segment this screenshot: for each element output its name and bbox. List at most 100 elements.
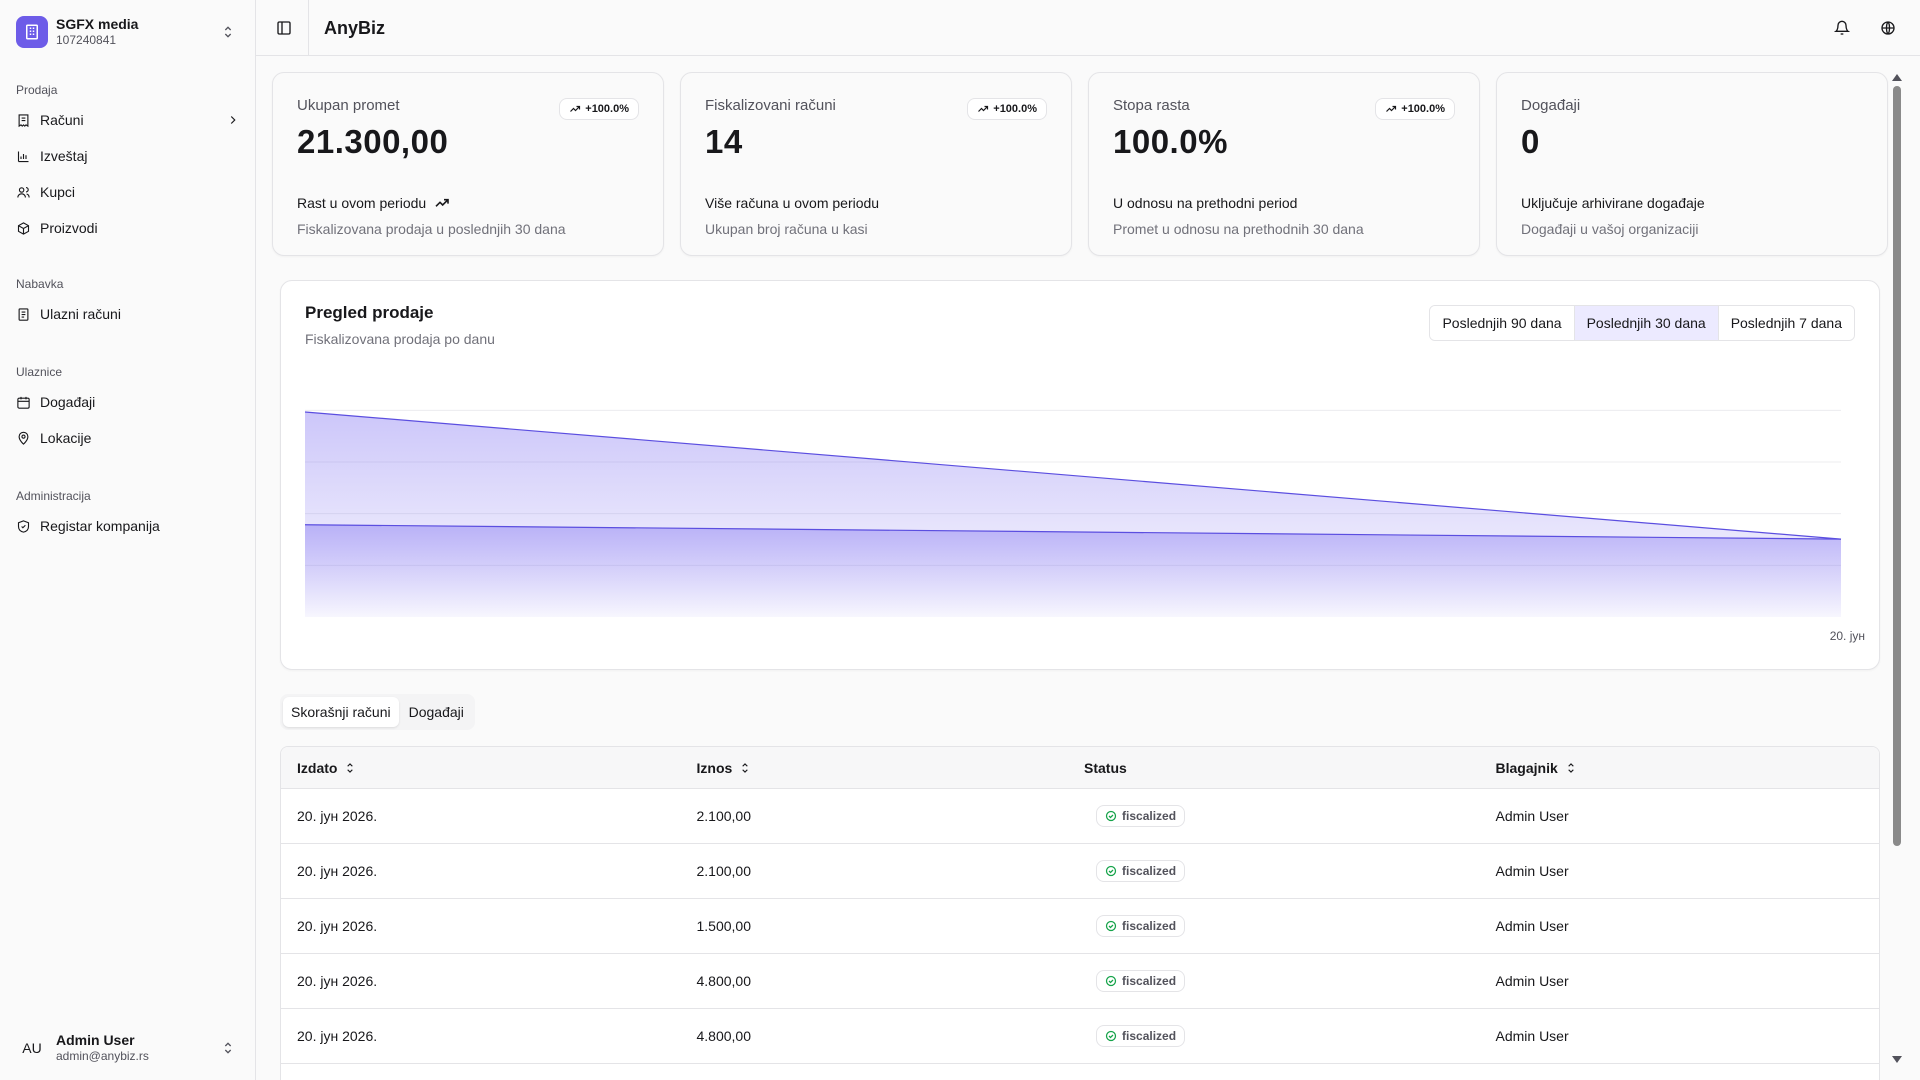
- table-row[interactable]: 20. јун 2026. 1.500,00 fiscalized Admin …: [281, 899, 1879, 954]
- sales-overview-card: Pregled prodaje Fiskalizovana prodaja po…: [280, 280, 1880, 670]
- table-row[interactable]: 20. јун 2026. 2.100,00 fiscalized Admin …: [281, 844, 1879, 899]
- cell-cashier: Admin User: [1495, 918, 1569, 934]
- status-text: fiscalized: [1122, 919, 1177, 933]
- building-icon: [16, 16, 48, 48]
- cell-cashier: Admin User: [1495, 973, 1569, 989]
- bar-chart-icon: [16, 148, 32, 164]
- kpi-label: Fiskalizovani računi: [705, 97, 836, 114]
- sidebar-item-receipt[interactable]: Računi: [0, 102, 256, 138]
- sidebar-item-label: Izveštaj: [40, 148, 88, 164]
- kpi-footer-text: Uključuje arhivirane događaje: [1521, 195, 1705, 211]
- shield-check-icon: [16, 518, 32, 534]
- sidebar-item-users[interactable]: Kupci: [0, 174, 256, 210]
- header-divider: [308, 0, 309, 56]
- cell-date: 20. јун 2026.: [297, 863, 378, 879]
- column-header-izdato[interactable]: Izdato: [281, 747, 681, 789]
- status-text: fiscalized: [1122, 1029, 1177, 1043]
- avatar: AU: [22, 1040, 42, 1056]
- page-scrollbar[interactable]: [1888, 72, 1904, 1068]
- status-badge: fiscalized: [1096, 805, 1186, 827]
- kpi-card: Ukupan promet 21.300,00 +100.0% Rast u o…: [272, 72, 664, 256]
- sidebar-item-bar-chart[interactable]: Izveštaj: [0, 138, 256, 174]
- user-email: admin@anybiz.rs: [56, 1049, 149, 1063]
- chevrons-up-down-icon: [224, 1042, 232, 1054]
- column-header-iznos[interactable]: Iznos: [681, 747, 1069, 789]
- kpi-value: 100.0%: [1113, 123, 1228, 160]
- sidebar-item-label: Događaji: [40, 394, 96, 410]
- map-pin-icon: [16, 430, 32, 446]
- kpi-card: Fiskalizovani računi 14 +100.0% Više rač…: [680, 72, 1072, 256]
- user-name: Admin User: [56, 1032, 135, 1048]
- nav-section: Ulaznice Događaji Lokacije: [0, 360, 256, 456]
- kpi-value: 21.300,00: [297, 123, 449, 160]
- column-header-label: Blagajnik: [1495, 759, 1558, 776]
- x-tick-label: 20. јун: [1830, 629, 1865, 643]
- trending-up-icon: [570, 105, 581, 112]
- column-header-blagajnik[interactable]: Blagajnik: [1480, 747, 1880, 789]
- trending-up-icon: [435, 198, 449, 207]
- document-icon: [18, 307, 29, 321]
- badge-text: +100.0%: [1401, 103, 1445, 115]
- sidebar-item-calendar[interactable]: Događaji: [0, 384, 256, 420]
- calendar-icon: [17, 396, 30, 409]
- recent-tabs: Skorašnji računi Događaji: [280, 694, 475, 730]
- cell-cashier: Admin User: [1495, 863, 1569, 879]
- kpi-card: Događaji 0 Uključuje arhivirane događaje…: [1496, 72, 1888, 256]
- status-text: fiscalized: [1122, 864, 1177, 878]
- shield-check-icon: [17, 519, 30, 533]
- status-text: fiscalized: [1122, 809, 1177, 823]
- sidebar-item-document[interactable]: Ulazni računi: [0, 296, 256, 332]
- nav-section-label: Ulaznice: [16, 365, 63, 379]
- calendar-icon: [16, 394, 32, 410]
- range-option-90d[interactable]: Poslednjih 90 dana: [1430, 306, 1575, 340]
- package-icon: [16, 220, 32, 236]
- check-circle-icon: [1105, 865, 1117, 877]
- cell-date: 20. јун 2026.: [297, 808, 378, 824]
- check-circle-icon: [1105, 810, 1117, 822]
- cell-status: fiscalized: [1068, 805, 1479, 827]
- check-circle-icon: [1105, 920, 1117, 932]
- kpi-footer-text: Rast u ovom periodu: [297, 195, 427, 211]
- kpi-value: 0: [1521, 123, 1540, 160]
- trending-up-icon: [1386, 105, 1397, 112]
- badge-text: +100.0%: [993, 103, 1037, 115]
- scrollbar-thumb[interactable]: [1893, 86, 1901, 846]
- table-row[interactable]: 20. јун 2026. 4.800,00 fiscalized Admin …: [281, 1009, 1879, 1064]
- bar-chart-icon: [17, 151, 29, 162]
- kpi-footer-title: Više računa u ovom periodu: [705, 195, 879, 211]
- tab-events[interactable]: Događaji: [408, 704, 464, 720]
- status-text: fiscalized: [1122, 974, 1177, 988]
- status-badge: fiscalized: [1096, 970, 1186, 992]
- sidebar-item-map-pin[interactable]: Lokacije: [0, 420, 256, 456]
- kpi-footer-title: U odnosu na prethodni period: [1113, 195, 1297, 211]
- sort-icon: [1568, 762, 1574, 773]
- notifications-button[interactable]: [1830, 16, 1854, 40]
- table-row[interactable]: 20. јун 2026. 4.800,00 fiscalized Admin …: [281, 954, 1879, 1009]
- column-header-label: Iznos: [696, 759, 733, 776]
- scroll-up-arrow[interactable]: [1892, 74, 1902, 81]
- cell-date: 20. јун 2026.: [297, 973, 378, 989]
- sidebar-item-package[interactable]: Proizvodi: [0, 210, 256, 246]
- sidebar-item-label: Kupci: [40, 184, 76, 200]
- range-option-7d[interactable]: Poslednjih 7 dana: [1718, 306, 1854, 340]
- status-badge: fiscalized: [1096, 915, 1186, 937]
- tab-recent-invoices[interactable]: Skorašnji računi: [283, 697, 399, 727]
- user-menu[interactable]: AU Admin User admin@anybiz.rs: [12, 1024, 244, 1072]
- kpi-change-badge: +100.0%: [967, 98, 1047, 120]
- table-row[interactable]: 20. јун 2026. 2.100,00 fiscalized Admin …: [281, 789, 1879, 844]
- range-option-30d[interactable]: Poslednjih 30 dana: [1574, 306, 1719, 340]
- receipt-icon: [16, 112, 32, 128]
- series-line: [304, 524, 1842, 540]
- org-switcher[interactable]: SGFX media 107240841: [12, 12, 244, 52]
- scroll-down-arrow[interactable]: [1892, 1056, 1902, 1063]
- language-button[interactable]: [1876, 16, 1900, 40]
- cell-date: 20. јун 2026.: [297, 918, 378, 934]
- badge-text: +100.0%: [585, 103, 629, 115]
- sidebar-toggle-button[interactable]: [272, 16, 296, 40]
- series-line: [304, 411, 1842, 540]
- kpi-footer-description: Fiskalizovana prodaja u poslednjih 30 da…: [297, 221, 566, 237]
- document-icon: [16, 306, 32, 322]
- kpi-label: Događaji: [1521, 97, 1581, 114]
- kpi-footer-description: Promet u odnosu na prethodnih 30 dana: [1113, 221, 1364, 237]
- sidebar-item-shield-check[interactable]: Registar kompanija: [0, 508, 256, 544]
